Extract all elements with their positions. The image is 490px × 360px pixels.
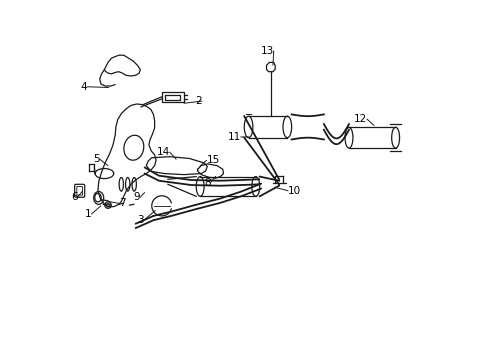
Text: 5: 5 bbox=[93, 154, 100, 164]
Text: 10: 10 bbox=[288, 186, 301, 196]
Text: 11: 11 bbox=[227, 132, 241, 142]
Text: 4: 4 bbox=[80, 82, 87, 92]
Text: 3: 3 bbox=[137, 215, 144, 225]
Text: 2: 2 bbox=[196, 96, 202, 106]
Text: 13: 13 bbox=[261, 46, 274, 56]
Text: 6: 6 bbox=[71, 192, 77, 202]
Text: 8: 8 bbox=[204, 177, 211, 188]
Text: 14: 14 bbox=[156, 147, 170, 157]
Text: 15: 15 bbox=[207, 155, 220, 165]
Text: 7: 7 bbox=[119, 198, 125, 208]
Text: 1: 1 bbox=[85, 209, 92, 219]
Text: 12: 12 bbox=[354, 114, 367, 124]
Text: 9: 9 bbox=[134, 192, 140, 202]
